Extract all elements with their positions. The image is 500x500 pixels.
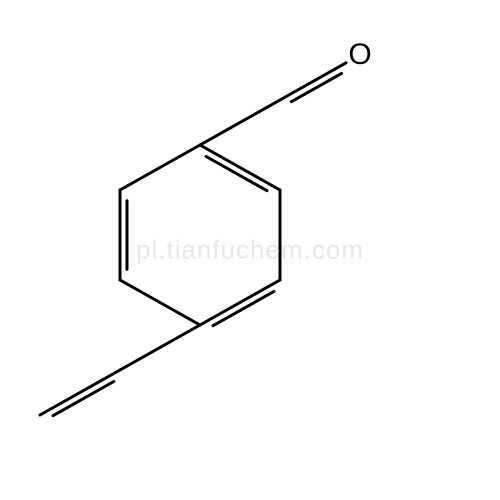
atom-label-o1: O bbox=[348, 38, 371, 72]
molecule-svg bbox=[0, 0, 500, 500]
structure-canvas: pl.tianfuchem.com O bbox=[0, 0, 500, 500]
